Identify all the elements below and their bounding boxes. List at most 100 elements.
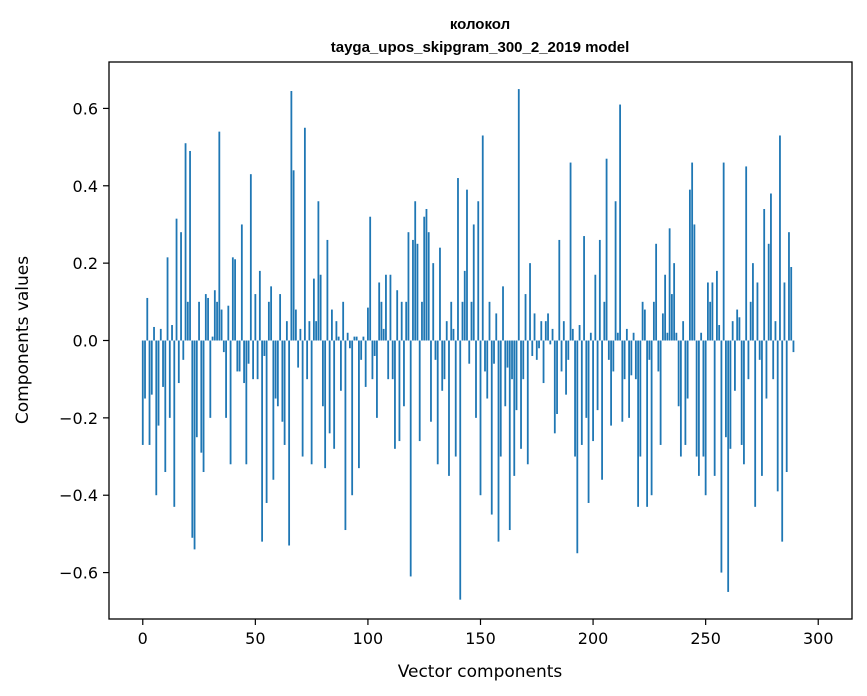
y-tick-label: 0.0 [73,332,98,351]
bar-68 [294,309,297,341]
bar-42 [236,340,239,372]
bar-79 [319,274,322,341]
bar-82 [326,239,329,341]
bar-78 [317,201,320,341]
bar-138 [452,328,455,341]
bar-94 [353,336,356,341]
bar-32 [213,290,216,341]
bar-182 [551,328,554,341]
bar-53 [261,340,263,542]
bar-139 [454,340,457,457]
bar-147 [472,224,475,341]
bar-16 [177,340,180,384]
bar-63 [283,340,286,445]
bar-91 [346,332,349,341]
bar-239 [679,340,682,457]
bar-49 [252,340,254,380]
bar-135 [445,321,448,341]
bar-193 [576,340,579,554]
bar-84 [331,309,333,341]
bar-241 [684,340,687,445]
bar-233 [666,332,669,341]
bar-154 [488,301,491,341]
bar-214 [623,340,626,380]
bar-144 [466,189,468,341]
bar-244 [691,162,694,341]
bar-163 [508,340,511,531]
bar-60 [276,340,279,407]
bar-73 [306,340,309,380]
bar-9 [162,340,164,387]
bar-177 [540,321,543,341]
x-tick-label: 300 [803,629,834,648]
bar-131 [436,340,439,465]
bar-189 [567,340,570,360]
bar-201 [594,274,597,341]
bar-85 [333,340,336,449]
bar-255 [716,270,718,341]
bar-272 [754,340,757,507]
bar-168 [520,340,522,449]
y-axis-label: Components values [13,256,33,424]
bar-29 [207,297,209,341]
bar-252 [709,301,712,341]
bar-21 [189,150,191,341]
bar-34 [218,131,221,341]
bar-86 [335,321,338,341]
bar-89 [342,301,345,341]
bar-120 [412,239,414,341]
bar-286 [785,340,788,473]
bar-55 [265,340,268,503]
bar-146 [470,301,473,341]
bar-31 [211,336,214,341]
x-tick-label: 50 [245,629,265,648]
bar-274 [758,340,761,360]
bar-213 [621,340,624,422]
bar-88 [340,340,342,391]
bar-289 [792,340,795,353]
bar-207 [607,340,610,360]
bar-102 [371,340,374,380]
bar-75 [310,340,313,465]
bar-269 [747,340,750,380]
bar-237 [675,332,678,341]
bar-64 [285,321,288,341]
y-tick-label: 0.4 [73,177,98,196]
bar-281 [774,321,777,341]
bar-222 [641,301,644,341]
bar-35 [220,309,223,341]
bar-229 [657,340,660,372]
bar-238 [677,340,680,407]
bar-240 [682,321,685,341]
bar-251 [707,282,709,341]
bar-114 [398,340,401,442]
bar-4 [150,340,153,395]
bar-70 [299,328,302,341]
bar-48 [249,174,252,341]
bar-208 [610,340,612,426]
bar-197 [585,340,588,418]
bar-145 [468,340,471,364]
bar-278 [767,243,770,341]
bar-129 [432,263,435,341]
bar-1 [144,340,146,399]
bar-216 [628,340,630,418]
bar-249 [702,340,705,457]
bar-188 [565,340,567,395]
bar-39 [229,340,232,465]
bar-232 [664,274,667,341]
x-tick-label: 100 [353,629,384,648]
bar-28 [204,294,207,341]
bar-236 [673,263,676,341]
bar-97 [360,340,363,360]
bar-109 [387,340,390,380]
bar-15 [175,218,178,341]
bar-156 [493,340,495,364]
bar-203 [598,239,601,341]
bar-273 [756,282,759,341]
bar-51 [256,340,259,380]
bar-141 [459,340,462,600]
bar-101 [369,216,372,341]
